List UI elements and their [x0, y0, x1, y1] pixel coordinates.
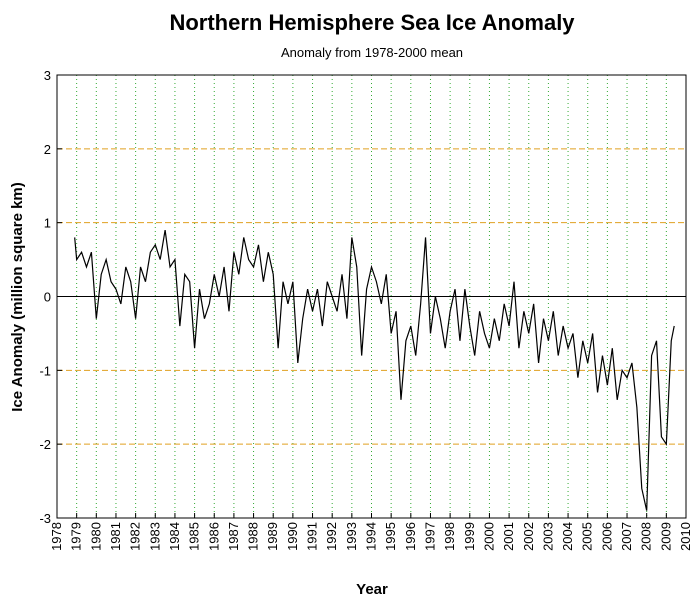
x-tick-label: 1991	[305, 522, 320, 551]
x-tick-label: 1996	[403, 522, 418, 551]
x-tick-label: 1978	[49, 522, 64, 551]
x-tick-label: 2009	[658, 522, 673, 551]
x-tick-label: 1992	[324, 522, 339, 551]
x-axis-label: Year	[356, 581, 388, 598]
x-tick-label: 1998	[442, 522, 457, 551]
y-tick-label: -1	[39, 363, 51, 378]
x-tick-label: 2005	[580, 522, 595, 551]
x-tick-label: 1999	[462, 522, 477, 551]
x-tick-label: 2007	[619, 522, 634, 551]
x-tick-label: 2010	[678, 522, 693, 551]
x-tick-label: 1985	[187, 522, 202, 551]
y-tick-label: 3	[44, 68, 51, 83]
chart-subtitle: Anomaly from 1978-2000 mean	[281, 45, 463, 60]
y-tick-label: 0	[44, 290, 51, 305]
x-tick-label: 2006	[599, 522, 614, 551]
x-tick-label: 1987	[226, 522, 241, 551]
y-tick-label: -3	[39, 511, 51, 526]
x-tick-label: 2004	[560, 522, 575, 551]
chart-title: Northern Hemisphere Sea Ice Anomaly	[169, 10, 575, 35]
x-tick-label: 1993	[344, 522, 359, 551]
x-tick-label: 1994	[364, 522, 379, 551]
x-tick-label: 1981	[108, 522, 123, 551]
x-tick-label: 1986	[206, 522, 221, 551]
anomaly-line	[74, 229, 675, 511]
x-tick-label: 1980	[88, 522, 103, 551]
x-tick-label: 1988	[246, 522, 261, 551]
x-tick-label: 2001	[501, 522, 516, 551]
x-tick-label: 2000	[481, 522, 496, 551]
x-tick-label: 2008	[639, 522, 654, 551]
y-tick-label: -2	[39, 437, 51, 452]
y-axis-label: Ice Anomaly (million square km)	[9, 182, 26, 412]
x-tick-label: 1979	[69, 522, 84, 551]
x-tick-label: 1995	[383, 522, 398, 551]
y-tick-label: 1	[44, 216, 51, 231]
x-tick-label: 1990	[285, 522, 300, 551]
x-tick-label: 1983	[147, 522, 162, 551]
x-tick-label: 1984	[167, 522, 182, 551]
x-tick-label: 2002	[521, 522, 536, 551]
plot-frame	[56, 74, 687, 519]
x-tick-label: 2003	[540, 522, 555, 551]
x-tick-label: 1997	[422, 522, 437, 551]
x-tick-label: 1989	[265, 522, 280, 551]
x-tick-label: 1982	[128, 522, 143, 551]
y-tick-label: 2	[44, 142, 51, 157]
